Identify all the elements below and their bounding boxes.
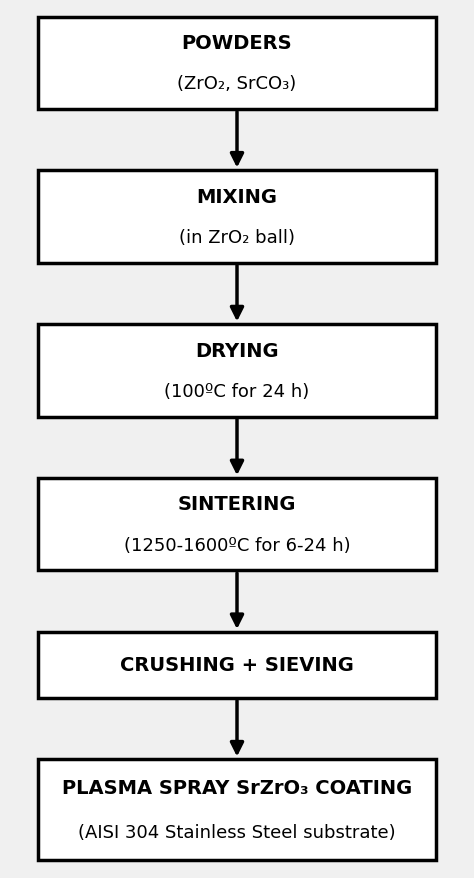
Text: (100ºC for 24 h): (100ºC for 24 h) [164, 382, 310, 400]
Text: (in ZrO₂ ball): (in ZrO₂ ball) [179, 228, 295, 247]
FancyBboxPatch shape [38, 479, 436, 571]
Text: DRYING: DRYING [195, 342, 279, 360]
FancyBboxPatch shape [38, 759, 436, 860]
Text: SINTERING: SINTERING [178, 495, 296, 514]
FancyBboxPatch shape [38, 18, 436, 110]
FancyBboxPatch shape [38, 325, 436, 417]
Text: PLASMA SPRAY SrZrO₃ COATING: PLASMA SPRAY SrZrO₃ COATING [62, 778, 412, 797]
Text: (AISI 304 Stainless Steel substrate): (AISI 304 Stainless Steel substrate) [78, 824, 396, 841]
FancyBboxPatch shape [38, 632, 436, 698]
Text: POWDERS: POWDERS [182, 34, 292, 53]
Text: (ZrO₂, SrCO₃): (ZrO₂, SrCO₃) [177, 75, 297, 93]
FancyBboxPatch shape [38, 171, 436, 263]
Text: (1250-1600ºC for 6-24 h): (1250-1600ºC for 6-24 h) [124, 536, 350, 554]
Text: MIXING: MIXING [197, 188, 277, 206]
Text: CRUSHING + SIEVING: CRUSHING + SIEVING [120, 656, 354, 674]
